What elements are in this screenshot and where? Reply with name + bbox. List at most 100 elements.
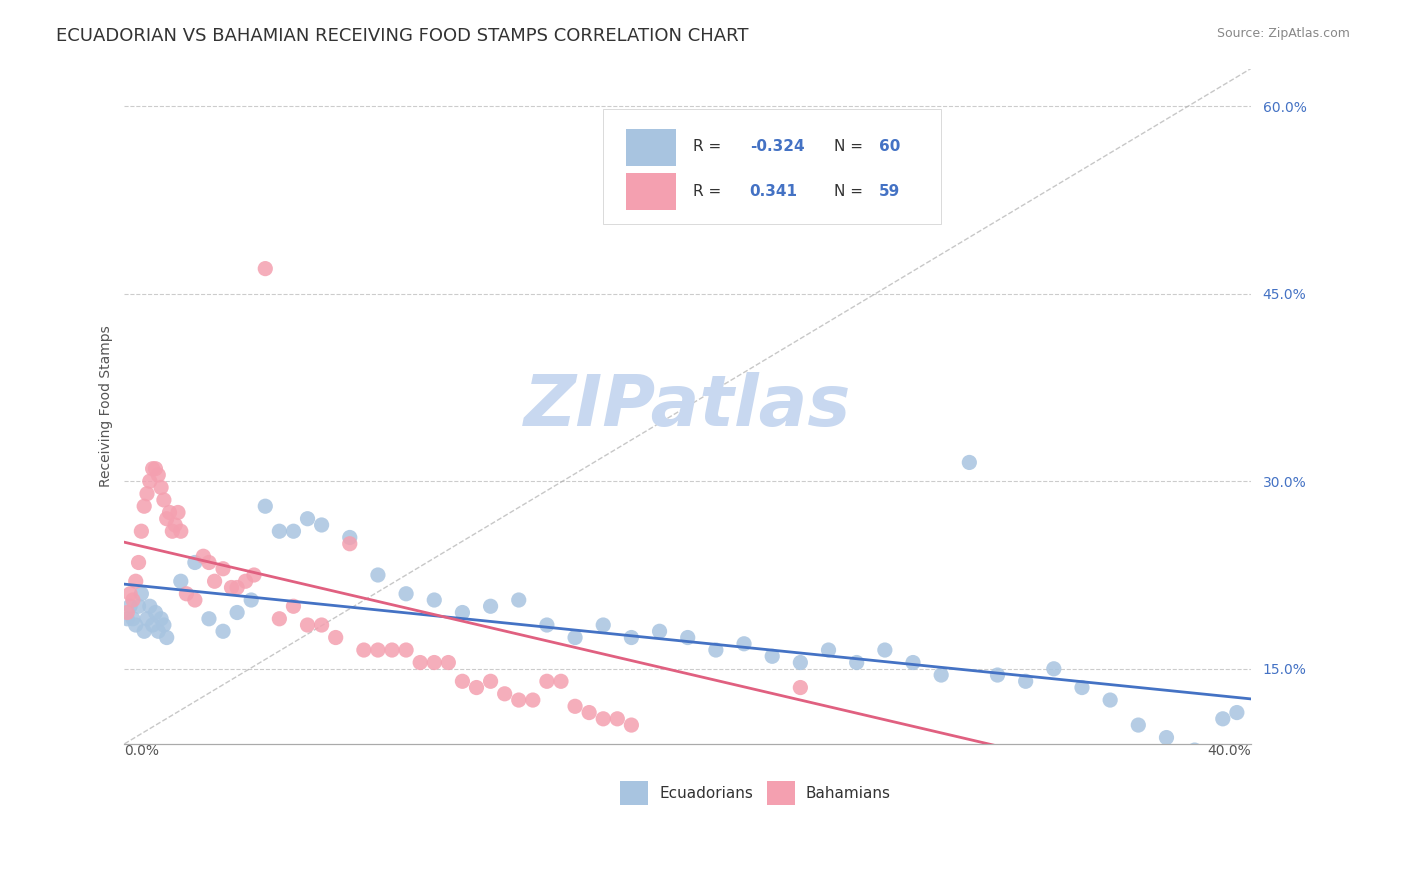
Text: Source: ZipAtlas.com: Source: ZipAtlas.com bbox=[1216, 27, 1350, 40]
Point bbox=[311, 618, 333, 632]
Text: -0.324: -0.324 bbox=[749, 139, 804, 154]
Point bbox=[283, 524, 305, 539]
Text: R =: R = bbox=[693, 184, 727, 199]
Point bbox=[150, 612, 173, 626]
Point bbox=[606, 712, 628, 726]
Point bbox=[136, 612, 159, 626]
Point bbox=[789, 681, 811, 695]
Point bbox=[1142, 749, 1164, 764]
Point bbox=[269, 612, 291, 626]
Point bbox=[775, 124, 797, 138]
Point bbox=[648, 624, 671, 639]
Point bbox=[198, 556, 221, 570]
Point bbox=[240, 593, 263, 607]
Point bbox=[564, 631, 586, 645]
Text: 40.0%: 40.0% bbox=[1208, 744, 1251, 758]
Point bbox=[592, 618, 614, 632]
Point bbox=[550, 674, 572, 689]
Text: 59: 59 bbox=[879, 184, 900, 199]
FancyBboxPatch shape bbox=[626, 129, 676, 167]
Point bbox=[536, 674, 558, 689]
Point bbox=[142, 461, 165, 475]
Point bbox=[311, 518, 333, 533]
Text: Bahamians: Bahamians bbox=[806, 786, 891, 801]
Point bbox=[134, 500, 156, 514]
Point bbox=[226, 606, 249, 620]
Point bbox=[901, 656, 924, 670]
Point bbox=[578, 706, 600, 720]
Text: Ecuadorians: Ecuadorians bbox=[659, 786, 754, 801]
Point bbox=[409, 656, 432, 670]
Point bbox=[592, 712, 614, 726]
Point bbox=[184, 593, 207, 607]
Point bbox=[184, 556, 207, 570]
Point bbox=[929, 668, 952, 682]
Point bbox=[156, 631, 179, 645]
Point bbox=[243, 568, 266, 582]
Point bbox=[156, 512, 179, 526]
Point bbox=[120, 587, 142, 601]
Point bbox=[153, 618, 176, 632]
Point bbox=[283, 599, 305, 614]
Point bbox=[479, 674, 502, 689]
Point bbox=[134, 624, 156, 639]
Point bbox=[128, 556, 150, 570]
Text: ECUADORIAN VS BAHAMIAN RECEIVING FOOD STAMPS CORRELATION CHART: ECUADORIAN VS BAHAMIAN RECEIVING FOOD ST… bbox=[56, 27, 749, 45]
Point bbox=[117, 612, 139, 626]
Point bbox=[339, 531, 361, 545]
Point bbox=[254, 500, 277, 514]
Text: ZIPatlas: ZIPatlas bbox=[524, 372, 852, 441]
Point bbox=[226, 581, 249, 595]
Point bbox=[704, 643, 727, 657]
Point bbox=[423, 656, 446, 670]
Point bbox=[125, 574, 148, 589]
Point bbox=[451, 674, 474, 689]
Point bbox=[122, 612, 145, 626]
Point bbox=[395, 587, 418, 601]
Point bbox=[198, 612, 221, 626]
Point bbox=[139, 599, 162, 614]
Point bbox=[162, 524, 184, 539]
Text: 60: 60 bbox=[879, 139, 901, 154]
Point bbox=[176, 587, 198, 601]
Point bbox=[367, 643, 389, 657]
Point bbox=[508, 693, 530, 707]
Text: R =: R = bbox=[693, 139, 727, 154]
Point bbox=[204, 574, 226, 589]
Point bbox=[676, 631, 699, 645]
Point bbox=[212, 624, 235, 639]
Point bbox=[131, 524, 153, 539]
Point bbox=[254, 261, 277, 276]
Point bbox=[117, 606, 139, 620]
Point bbox=[150, 480, 173, 494]
Point bbox=[325, 631, 347, 645]
Point bbox=[1099, 693, 1122, 707]
Point bbox=[789, 656, 811, 670]
Point bbox=[845, 656, 868, 670]
Point bbox=[353, 643, 375, 657]
Point bbox=[153, 492, 176, 507]
Point bbox=[170, 574, 193, 589]
Point bbox=[451, 606, 474, 620]
Point bbox=[564, 699, 586, 714]
Point bbox=[165, 518, 187, 533]
FancyBboxPatch shape bbox=[626, 173, 676, 211]
FancyBboxPatch shape bbox=[766, 781, 794, 805]
Point bbox=[1212, 712, 1234, 726]
Point bbox=[142, 618, 165, 632]
Point bbox=[437, 656, 460, 670]
Point bbox=[128, 599, 150, 614]
FancyBboxPatch shape bbox=[620, 781, 648, 805]
Point bbox=[986, 668, 1008, 682]
Point bbox=[139, 474, 162, 488]
FancyBboxPatch shape bbox=[603, 109, 941, 224]
Point bbox=[235, 574, 257, 589]
Point bbox=[159, 506, 181, 520]
Point bbox=[367, 568, 389, 582]
Point bbox=[1014, 674, 1036, 689]
Point bbox=[536, 618, 558, 632]
Point bbox=[297, 512, 319, 526]
Point bbox=[733, 637, 755, 651]
Point bbox=[381, 643, 404, 657]
Point bbox=[145, 606, 167, 620]
